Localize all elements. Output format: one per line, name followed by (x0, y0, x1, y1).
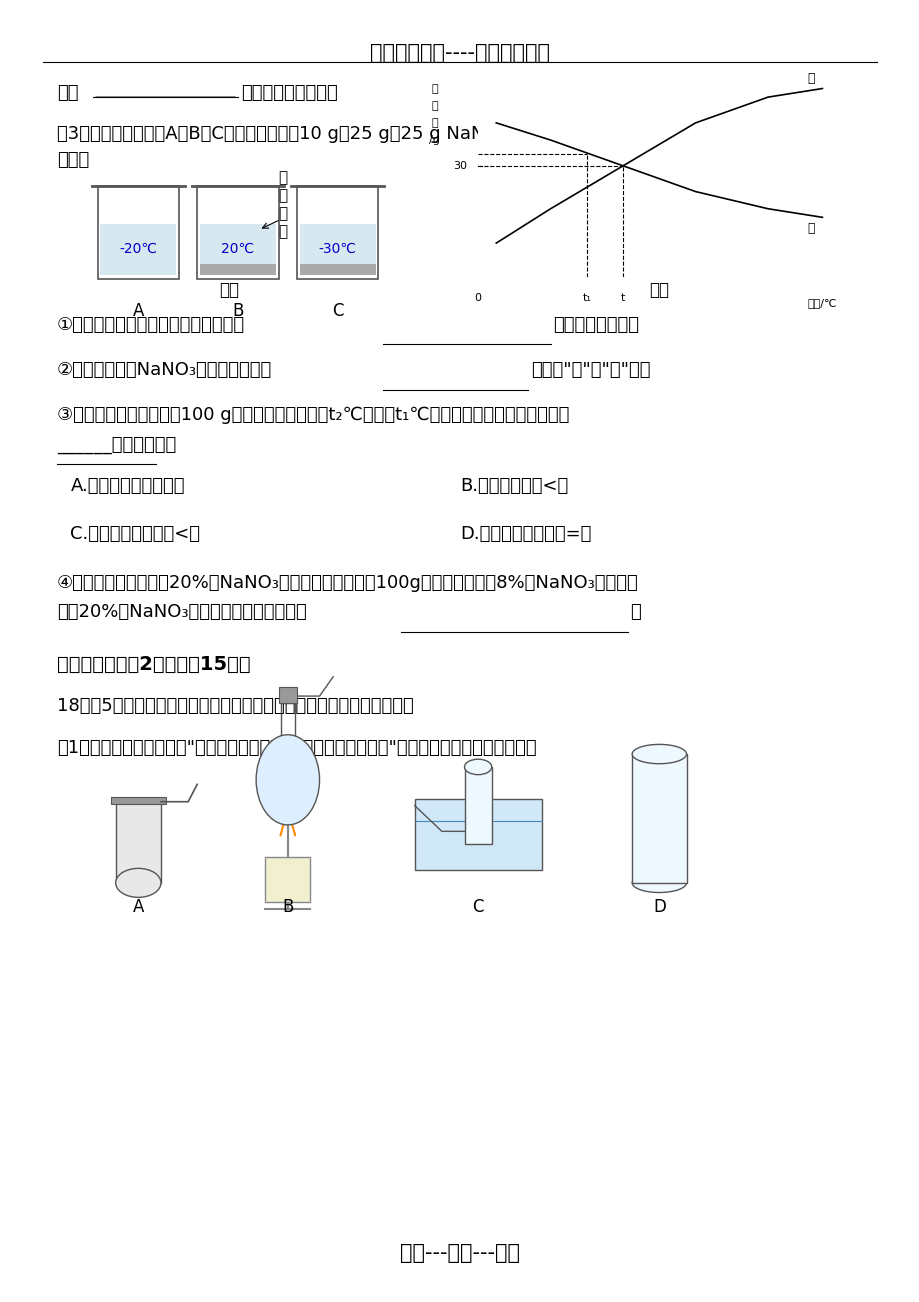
Text: C: C (471, 898, 483, 917)
Bar (111, 797, 165, 805)
Bar (100, 224, 176, 275)
Circle shape (255, 734, 319, 825)
Text: D.溶质质量分数：甲=乙: D.溶质质量分数：甲=乙 (460, 525, 591, 543)
Text: A: A (132, 302, 144, 320)
Text: 所示。: 所示。 (57, 151, 89, 169)
Text: A: A (132, 898, 144, 917)
Text: B.溶液质量：甲<乙: B.溶液质量：甲<乙 (460, 477, 568, 495)
Text: B: B (233, 302, 244, 320)
Text: 图一: 图一 (219, 281, 239, 299)
Text: （选填数字序号）。: （选填数字序号）。 (241, 85, 337, 103)
Text: 图二: 图二 (649, 281, 669, 299)
Bar (97, 186, 179, 279)
Bar (631, 754, 686, 883)
Bar (300, 264, 375, 275)
Bar (464, 767, 491, 844)
Text: 。: 。 (630, 603, 641, 621)
Text: （填字母序号）；: （填字母序号）； (552, 316, 639, 335)
Ellipse shape (116, 868, 161, 897)
Text: C: C (332, 302, 343, 320)
Text: 三、（本题包括2小题，共15分）: 三、（本题包括2小题，共15分） (57, 655, 250, 674)
Bar (300, 224, 375, 275)
Ellipse shape (464, 759, 491, 775)
Text: C.所含溶剂质量：甲<乙: C.所含溶剂质量：甲<乙 (70, 525, 200, 543)
Text: A.甲、乙都是饱和溶液: A.甲、乙都是饱和溶液 (70, 477, 185, 495)
Text: 专心---专注---专业: 专心---专注---专业 (400, 1243, 519, 1263)
Text: ①烧杯中的溶液一定属于饱和溶液的是: ①烧杯中的溶液一定属于饱和溶液的是 (57, 316, 244, 335)
Text: 18．（5分）某校化学研究性学习小组探究气体制取的实验原理与方法。: 18．（5分）某校化学研究性学习小组探究气体制取的实验原理与方法。 (57, 698, 413, 715)
Text: 固: 固 (278, 206, 288, 221)
Text: （1）小明准备了如下药品"块状石灰石、二氧化锰、氯酸钾、稀硫酸"，请你帮助他完成相关内容。: （1）小明准备了如下药品"块状石灰石、二氧化锰、氯酸钾、稀硫酸"，请你帮助他完成… (57, 738, 536, 756)
Ellipse shape (631, 874, 686, 892)
Text: -30℃: -30℃ (318, 242, 357, 255)
Text: -20℃: -20℃ (119, 242, 157, 255)
Text: ③由图二分析，若分别将100 g甲、乙的饱和溶液从t₂℃降温到t₁℃，对所得溶液的叙述正确的是: ③由图二分析，若分别将100 g甲、乙的饱和溶液从t₂℃降温到t₁℃，对所得溶液… (57, 406, 569, 424)
Text: 所需20%的NaNO₃溶液与蒸馏水的质量比为: 所需20%的NaNO₃溶液与蒸馏水的质量比为 (57, 603, 306, 621)
Text: 余: 余 (278, 187, 288, 203)
Text: D: D (652, 898, 665, 917)
Text: 剩: 剩 (278, 169, 288, 185)
Text: 20℃: 20℃ (221, 242, 255, 255)
Bar (116, 802, 161, 883)
Bar (297, 186, 378, 279)
Text: （3）向装有等量水的A、B、C烧杯中分别加入10 g、25 g、25 g NaNO₃固体，充分溶解后，现象如图一: （3）向装有等量水的A、B、C烧杯中分别加入10 g、25 g、25 g NaN… (57, 125, 655, 143)
Bar (199, 264, 276, 275)
Bar (414, 799, 541, 870)
Bar (197, 186, 278, 279)
Text: 精选优质文档----倾情为你奉上: 精选优质文档----倾情为你奉上 (369, 43, 550, 62)
Text: B: B (282, 898, 293, 917)
Text: 体: 体 (278, 224, 288, 238)
Bar (278, 687, 297, 703)
Text: ______（填序号）。: ______（填序号）。 (57, 436, 176, 454)
Text: ②图二中能表示NaNO₃溶解度曲线的是: ②图二中能表示NaNO₃溶解度曲线的是 (57, 361, 272, 379)
Text: ④若用溶质质量分数为20%的NaNO₃溶液和蒸馏水来配制100g溶质质量分数为8%的NaNO₃溶液，则: ④若用溶质质量分数为20%的NaNO₃溶液和蒸馏水来配制100g溶质质量分数为8… (57, 574, 638, 591)
Text: （选填"甲"或"乙"）；: （选填"甲"或"乙"）； (530, 361, 650, 379)
Bar (199, 224, 276, 275)
Text: 的是: 的是 (57, 85, 78, 103)
Bar (265, 857, 310, 902)
Ellipse shape (631, 745, 686, 764)
